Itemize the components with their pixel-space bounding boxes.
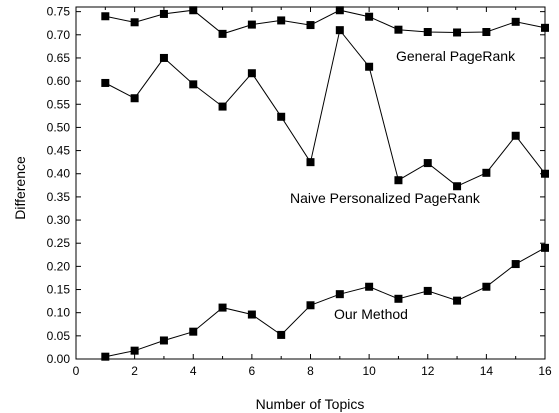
series-label: Our Method xyxy=(334,306,408,322)
x-tick-label: 14 xyxy=(480,364,494,378)
data-point xyxy=(277,330,286,339)
y-tick-label: 0.10 xyxy=(47,306,71,320)
data-point xyxy=(482,282,491,291)
data-point xyxy=(247,69,256,78)
data-point xyxy=(541,169,549,178)
data-point xyxy=(423,286,432,295)
data-point xyxy=(335,6,344,15)
x-tick-label: 6 xyxy=(249,364,256,378)
data-point xyxy=(541,23,549,32)
data-point xyxy=(159,336,168,345)
data-point xyxy=(453,28,462,37)
x-tick-label: 10 xyxy=(362,364,376,378)
y-tick-label: 0.35 xyxy=(47,190,71,204)
x-tick-label: 2 xyxy=(131,364,138,378)
y-axis: 0.00 0.05 0.10 0.15 0.20 0.25 0.30 0.35 0.40 0.45… xyxy=(47,5,545,366)
y-tick-label: 0.55 xyxy=(47,97,71,111)
y-tick-label: 0.20 xyxy=(47,259,71,273)
series-line xyxy=(105,9,546,35)
data-point xyxy=(541,243,549,252)
data-point xyxy=(306,301,315,310)
y-tick-label: 0.75 xyxy=(47,5,71,19)
series-labels: General PageRank Naive Personalized PageR… xyxy=(290,48,516,322)
data-point xyxy=(189,6,198,15)
data-point xyxy=(130,94,139,103)
y-tick-label: 0.70 xyxy=(47,28,71,42)
y-tick-label: 0.30 xyxy=(47,213,71,227)
y-tick-label: 0.45 xyxy=(47,144,71,158)
series-label: General PageRank xyxy=(396,48,516,64)
data-point xyxy=(423,28,432,37)
series-group xyxy=(101,6,549,361)
data-point xyxy=(218,29,227,38)
data-point xyxy=(306,21,315,30)
data-point xyxy=(511,260,520,269)
data-point xyxy=(394,176,403,185)
x-axis-title: Number of Topics xyxy=(256,396,365,412)
data-point xyxy=(101,12,110,21)
series-label: Naive Personalized PageRank xyxy=(290,190,481,206)
y-tick-label: 0.40 xyxy=(47,167,71,181)
data-point xyxy=(277,112,286,121)
x-tick-label: 12 xyxy=(421,364,435,378)
x-tick-label: 0 xyxy=(73,364,80,378)
data-point xyxy=(453,182,462,191)
y-tick-label: 0.50 xyxy=(47,120,71,134)
y-tick-label: 0.05 xyxy=(47,329,71,343)
y-axis-title: Difference xyxy=(12,156,28,220)
x-tick-label: 8 xyxy=(307,364,314,378)
data-point xyxy=(247,20,256,29)
series-general-pagerank xyxy=(101,6,549,38)
data-point xyxy=(130,346,139,355)
data-point xyxy=(159,9,168,18)
data-point xyxy=(365,62,374,71)
x-tick-label: 16 xyxy=(538,364,552,378)
y-tick-label: 0.60 xyxy=(47,74,71,88)
data-point xyxy=(159,53,168,62)
data-point xyxy=(394,25,403,34)
series-line xyxy=(105,29,546,187)
data-point xyxy=(482,28,491,37)
data-point xyxy=(453,296,462,305)
data-point xyxy=(335,26,344,35)
y-tick-label: 0.25 xyxy=(47,236,71,250)
data-point xyxy=(218,303,227,312)
series-line xyxy=(105,247,546,358)
data-point xyxy=(365,282,374,291)
x-tick-label: 4 xyxy=(190,364,197,378)
data-point xyxy=(511,131,520,140)
data-point xyxy=(218,102,227,111)
y-tick-label: 0.65 xyxy=(47,51,71,65)
data-point xyxy=(130,18,139,27)
data-point xyxy=(101,352,110,361)
data-point xyxy=(423,159,432,168)
data-point xyxy=(335,290,344,299)
data-point xyxy=(394,294,403,303)
data-point xyxy=(482,168,491,177)
data-point xyxy=(189,80,198,89)
data-point xyxy=(365,12,374,21)
data-point xyxy=(511,17,520,26)
data-point xyxy=(101,78,110,87)
y-tick-label: 0.15 xyxy=(47,283,71,297)
series-naive-personalized-pagerank xyxy=(101,26,549,191)
data-point xyxy=(247,310,256,319)
data-point xyxy=(306,158,315,167)
data-point xyxy=(189,327,198,336)
series-our-method xyxy=(101,243,549,361)
data-point xyxy=(277,16,286,25)
y-tick-label: 0.00 xyxy=(47,352,71,366)
